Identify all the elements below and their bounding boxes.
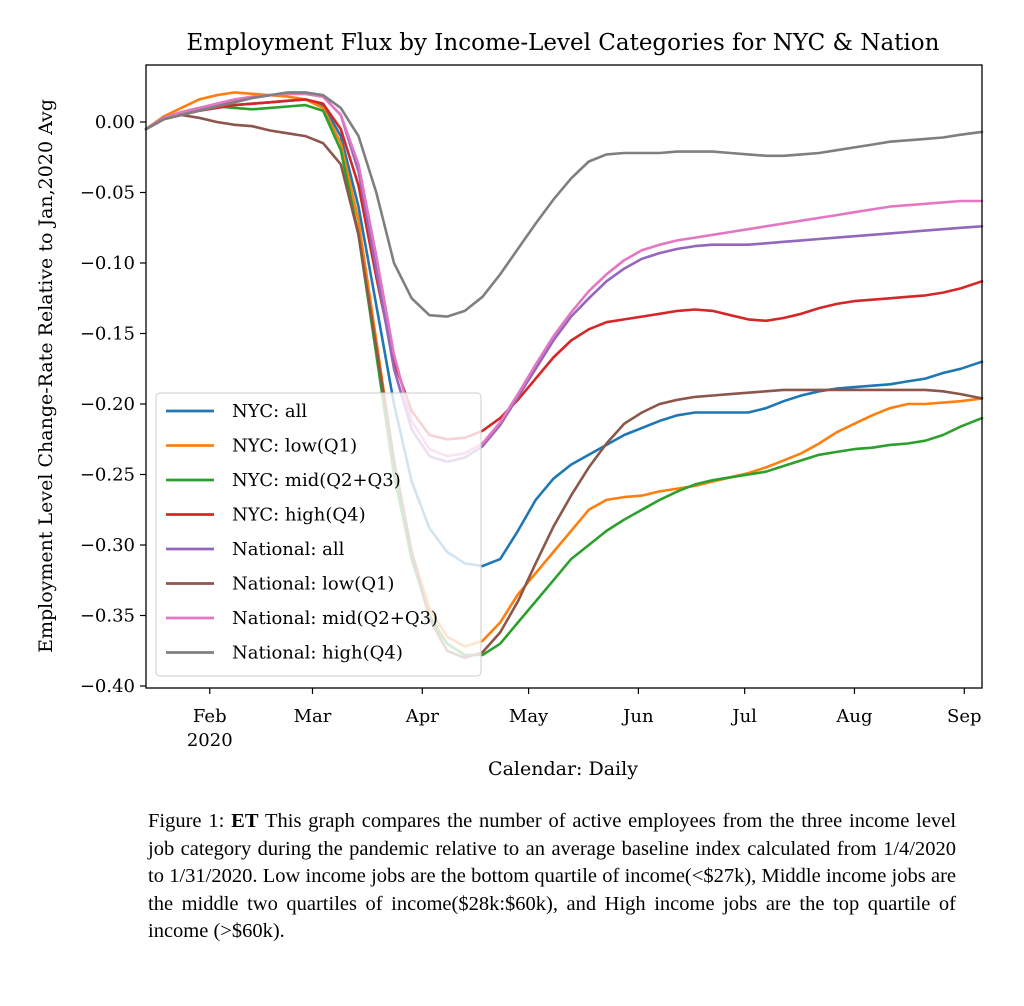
y-tick-label: −0.35 bbox=[80, 606, 135, 627]
y-tick-label: −0.20 bbox=[80, 394, 135, 415]
x-tick-label: Jul bbox=[730, 706, 757, 727]
series-line-1 bbox=[144, 91, 984, 648]
y-axis-label: Employment Level Change-Rate Relative to… bbox=[35, 99, 57, 653]
y-tick-label: −0.25 bbox=[80, 465, 135, 486]
series-line-3 bbox=[144, 98, 984, 441]
x-axis-label: Calendar: Daily bbox=[488, 758, 638, 780]
series-line-7 bbox=[144, 91, 984, 318]
y-axis: 0.00 −0.05 −0.10 −0.15 −0.20 −0.25 −0.30 −0.35 −… bbox=[80, 112, 146, 697]
x-tick-label: Apr bbox=[405, 706, 440, 727]
legend-label: National: high(Q4) bbox=[232, 643, 403, 664]
series-line-5 bbox=[144, 113, 984, 660]
caption-text: This graph compares the number of active… bbox=[148, 810, 957, 942]
figure-caption: Figure 1: ET This graph compares the num… bbox=[148, 808, 956, 946]
line-chart: Employment Flux by Income-Level Categori… bbox=[35, 30, 984, 780]
y-tick-label: −0.15 bbox=[80, 324, 135, 345]
caption-bold: ET bbox=[231, 810, 259, 832]
x-tick-sublabel: 2020 bbox=[187, 730, 233, 751]
legend-label: NYC: low(Q1) bbox=[232, 436, 357, 457]
chart-title: Employment Flux by Income-Level Categori… bbox=[187, 30, 940, 56]
legend-label: NYC: all bbox=[232, 401, 307, 422]
legend-label: National: mid(Q2+Q3) bbox=[232, 608, 438, 629]
legend: NYC: all NYC: low(Q1) NYC: mid(Q2+Q3) NYC: … bbox=[155, 392, 482, 677]
plot-frame bbox=[145, 64, 983, 689]
y-tick-label: 0.00 bbox=[95, 112, 135, 133]
x-tick-label: Mar bbox=[294, 706, 332, 727]
x-tick-label: Feb bbox=[193, 706, 227, 727]
legend-label: NYC: mid(Q2+Q3) bbox=[232, 470, 401, 491]
legend-label: National: all bbox=[232, 539, 345, 560]
legend-label: NYC: high(Q4) bbox=[232, 505, 366, 526]
y-tick-label: −0.10 bbox=[80, 253, 135, 274]
y-tick-label: −0.40 bbox=[80, 676, 135, 697]
y-tick-label: −0.30 bbox=[80, 535, 135, 556]
x-tick-label: Jun bbox=[621, 706, 654, 727]
y-tick-label: −0.05 bbox=[80, 183, 135, 204]
series-lines bbox=[144, 91, 984, 660]
caption-prefix: Figure 1: bbox=[148, 810, 225, 832]
x-tick-label: May bbox=[509, 706, 549, 727]
x-tick-label: Aug bbox=[835, 706, 872, 727]
series-line-2 bbox=[144, 103, 984, 657]
legend-box bbox=[155, 392, 482, 677]
legend-label: National: low(Q1) bbox=[232, 574, 394, 595]
x-axis: Feb 2020 Mar Apr May Jun Jul Aug Sep bbox=[187, 688, 982, 751]
x-tick-label: Sep bbox=[947, 706, 982, 727]
